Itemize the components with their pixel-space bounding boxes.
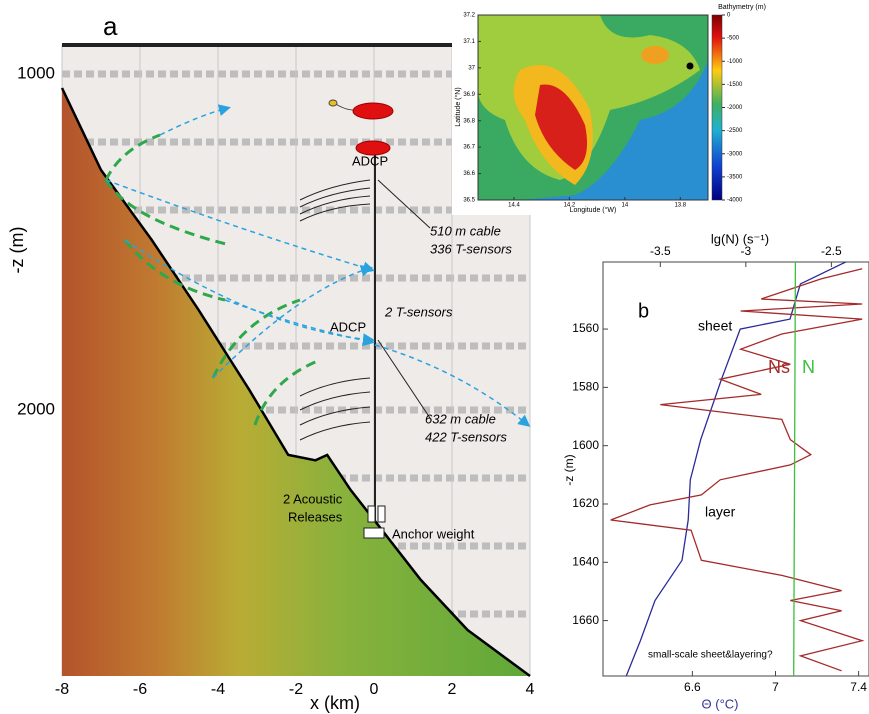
blue-flows — [105, 104, 531, 427]
panel-label: b — [638, 300, 649, 322]
annotation: 632 m cable — [425, 411, 496, 426]
green-flows — [104, 133, 321, 426]
x-axis-label: x (km) — [310, 693, 360, 713]
colorbar-tick-label: -1000 — [727, 59, 743, 65]
y-tick-label: 1560 — [572, 321, 599, 335]
y-tick-label: 1580 — [572, 380, 599, 394]
y-tick-label: 1620 — [572, 496, 599, 510]
annotation: 422 T-sensors — [425, 429, 507, 444]
annotation: ADCP — [352, 153, 388, 168]
annotation: Anchor weight — [392, 526, 475, 541]
colorbar-tick-label: -500 — [727, 36, 740, 42]
annotation: sheet — [698, 318, 732, 334]
x2-tick-label: -3 — [741, 244, 752, 258]
map-summit — [535, 84, 588, 170]
x-tick-label: 7 — [772, 680, 779, 694]
annotation: 2 Acoustic — [283, 491, 343, 506]
x-tick-label: -8 — [55, 681, 69, 698]
top-bar — [62, 43, 530, 47]
map-frame — [477, 14, 709, 201]
mooring — [299, 99, 431, 539]
x2-tick-label: -3.5 — [650, 244, 671, 258]
map-knoll — [641, 46, 669, 64]
y-tick-label: 36.6 — [463, 171, 475, 177]
legend-label: Ns — [768, 357, 790, 377]
y-tick-label: 36.5 — [463, 198, 475, 204]
legend-label: N — [802, 357, 815, 377]
x-tick-label: 7.4 — [850, 680, 867, 694]
mooring-site — [686, 62, 694, 70]
map-inset: 14.4 14.2 14 13.8 36.5 36.6 36.7 36.8 36.9 37 37.1… — [452, 0, 792, 215]
profile-line — [610, 268, 865, 672]
colorbar-tick-label: -3500 — [727, 174, 743, 180]
y-axis-label: -z (m) — [7, 227, 27, 274]
profile-line — [793, 262, 797, 676]
x-tick-label: -4 — [211, 681, 225, 698]
x-tick-label: 4 — [526, 681, 535, 698]
x-tick-label: -6 — [133, 681, 147, 698]
y-tick-label: 1660 — [572, 613, 599, 627]
colorbar — [711, 14, 723, 201]
annotation: ADCP — [330, 319, 366, 334]
x-tick-label: -2 — [289, 681, 303, 698]
x-tick-label: 2 — [448, 681, 457, 698]
x-tick-label: 14.4 — [508, 203, 520, 209]
x-tick-label: 13.8 — [674, 203, 686, 209]
colorbar-tick-label: -2500 — [727, 128, 743, 134]
y-tick-label: 36.7 — [463, 145, 475, 151]
annotation: 2 T-sensors — [384, 304, 453, 319]
x-axis-label: Longitude (°W) — [570, 206, 617, 214]
panel-b: 6.6 7 7.4 -3.5 -3 -2.5 1560 1580 1600 1620 1640 166… — [562, 231, 869, 711]
annotation: 510 m cable — [430, 223, 501, 238]
y-axis-label: Latitude (°N) — [454, 87, 462, 126]
colorbar-title: Bathymetry (m) — [718, 4, 766, 11]
y-tick-label: 36.9 — [463, 92, 475, 98]
colorbar-tick-label: -3000 — [727, 151, 743, 157]
colorbar-tick-label: -1500 — [727, 82, 743, 88]
x2-tick-label: -2.5 — [821, 244, 842, 258]
x-tick-label: 6.6 — [684, 680, 701, 694]
y-tick-label: 1600 — [572, 438, 599, 452]
y-tick-label: 37 — [468, 65, 475, 71]
annotation: 336 T-sensors — [430, 241, 512, 256]
seafloor-line — [60, 87, 531, 678]
y-tick-label: 1640 — [572, 554, 599, 568]
annotation: Releases — [288, 509, 343, 524]
colorbar-tick-label: -2000 — [727, 105, 743, 111]
annotation: small-scale sheet&layering? — [648, 650, 773, 661]
colorbar-tick-label: -4000 — [727, 198, 743, 204]
panel-a: a ADCP 510 m cable 336 T-sensors 2 T-sen… — [7, 11, 531, 713]
y-tick-label: 1000 — [17, 63, 55, 82]
y-tick-label: 37.1 — [463, 39, 475, 45]
profile-line — [625, 262, 848, 676]
x2-axis-label: lg(N) (s⁻¹) — [711, 231, 769, 246]
y-tick-label: 37.2 — [463, 13, 475, 19]
x-tick-label: 14 — [622, 203, 629, 209]
x-tick-label: 14.2 — [564, 203, 576, 209]
y-tick-label: 36.8 — [463, 118, 475, 124]
y-tick-label: 2000 — [17, 399, 55, 418]
y-axis-label: -z (m) — [562, 454, 576, 485]
panel-label: a — [103, 11, 118, 41]
x-tick-label: 0 — [370, 681, 379, 698]
x-axis-label: Θ (°C) — [702, 696, 739, 711]
seafloor-fill — [62, 88, 530, 676]
annotation: layer — [705, 504, 736, 520]
colorbar-tick-label: 0 — [727, 13, 731, 19]
